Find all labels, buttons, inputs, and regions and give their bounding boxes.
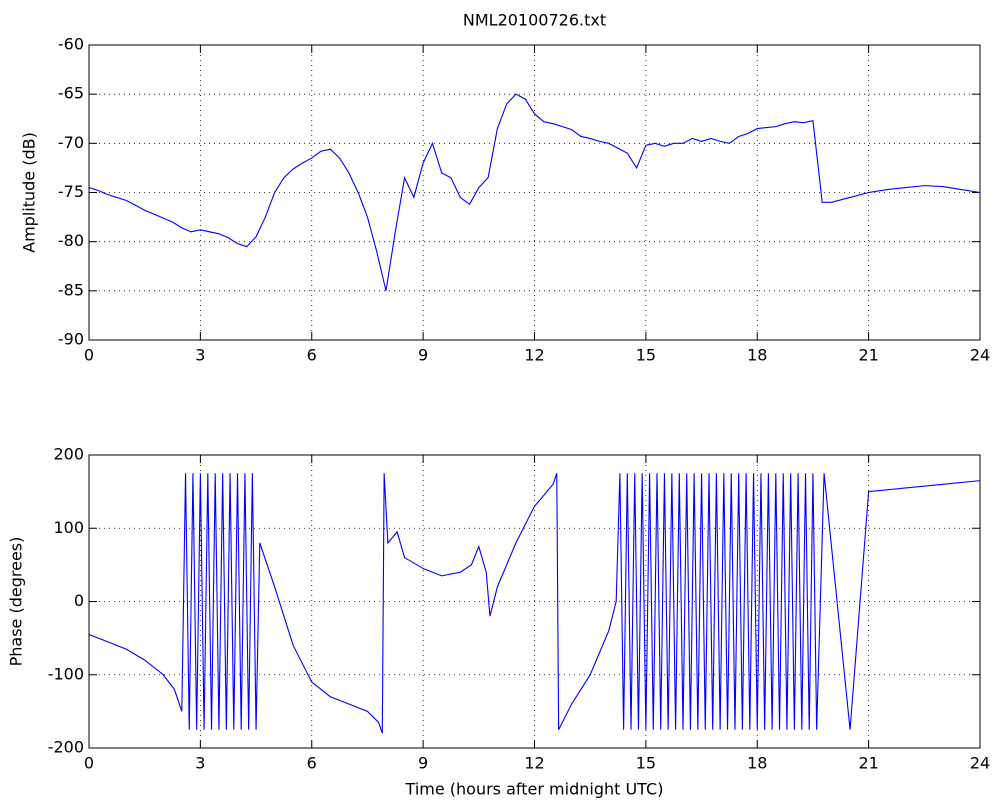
y-tick-label: -70 (58, 133, 84, 152)
y-tick-label: -80 (58, 231, 84, 250)
y-tick-label: -85 (58, 280, 84, 299)
x-tick-label: 21 (858, 754, 878, 773)
x-tick-label: 0 (84, 754, 94, 773)
x-axis-label: Time (hours after midnight UTC) (405, 780, 664, 799)
data-line (88, 93, 981, 291)
y-tick-label: 100 (53, 518, 84, 537)
data-line (88, 473, 981, 734)
x-tick-label: 18 (747, 346, 767, 365)
x-tick-label: 9 (418, 754, 428, 773)
x-tick-label: 3 (195, 754, 205, 773)
x-tick-label: 0 (84, 346, 94, 365)
y-axis-label: Phase (degrees) (7, 537, 26, 667)
x-tick-label: 15 (636, 346, 656, 365)
axes-box (88, 44, 981, 341)
x-tick-label: 12 (524, 346, 544, 365)
y-tick-label: -100 (48, 664, 84, 683)
x-tick-label: 6 (307, 754, 317, 773)
y-tick-label: 200 (53, 445, 84, 464)
chart-title: NML20100726.txt (463, 11, 606, 30)
axes-box (88, 454, 981, 749)
x-tick-label: 24 (970, 346, 990, 365)
y-tick-label: 0 (74, 591, 84, 610)
x-tick-label: 3 (195, 346, 205, 365)
x-tick-label: 24 (970, 754, 990, 773)
y-tick-label: -90 (58, 330, 84, 349)
y-tick-label: -60 (58, 35, 84, 54)
x-tick-label: 21 (858, 346, 878, 365)
x-tick-label: 6 (307, 346, 317, 365)
y-tick-label: -65 (58, 84, 84, 103)
x-tick-label: 9 (418, 346, 428, 365)
y-tick-label: -200 (48, 738, 84, 757)
y-tick-label: -75 (58, 182, 84, 201)
y-axis-label: Amplitude (dB) (20, 132, 39, 253)
x-tick-label: 12 (524, 754, 544, 773)
x-tick-label: 15 (636, 754, 656, 773)
x-tick-label: 18 (747, 754, 767, 773)
